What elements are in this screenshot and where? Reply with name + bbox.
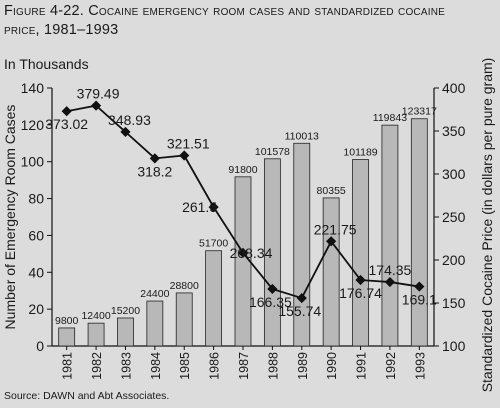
source-note: Source: DAWN and Abt Associates. [4, 390, 170, 402]
bar-value-label: 9800 [55, 315, 79, 327]
price-value-label: 176.74 [339, 285, 382, 301]
bar [58, 327, 76, 347]
bar-value-label: 80355 [317, 185, 346, 197]
bar-value-label: 15200 [111, 305, 140, 317]
x-tick-label: 1981 [61, 352, 75, 380]
price-marker [414, 281, 425, 292]
price-marker [326, 236, 337, 247]
left-axis-unit-label: In Thousands [4, 56, 89, 72]
left-tick-label: 60 [28, 227, 44, 243]
price-value-label: 261.5 [182, 199, 217, 215]
price-marker [208, 202, 219, 213]
left-tick-label: 100 [21, 154, 45, 170]
price-marker [179, 150, 190, 161]
bar-value-label: 51700 [199, 238, 228, 250]
bar [87, 322, 105, 347]
bar-value-label: 119843 [373, 112, 407, 124]
bar-value-label: 123317 [402, 106, 437, 118]
price-marker [61, 106, 72, 117]
left-tick-label: 140 [21, 80, 45, 96]
x-tick-label: 1990 [325, 352, 339, 380]
x-tick-label: 1993 [413, 352, 427, 380]
chart-title: Figure 4-22. Cocaine emergency room case… [4, 2, 494, 40]
price-value-label: 221.75 [314, 221, 357, 237]
price-marker [237, 247, 249, 258]
x-tick-label: 1982 [90, 352, 104, 380]
bar-value-label: 28800 [170, 280, 199, 292]
left-tick-label: 20 [28, 301, 44, 317]
bar [410, 118, 428, 347]
right-tick-label: 200 [442, 252, 466, 268]
bar [322, 197, 340, 347]
bar [175, 292, 193, 347]
right-tick-label: 300 [442, 166, 466, 182]
x-tick-label: 1985 [178, 352, 192, 380]
price-value-label: 208.34 [230, 245, 273, 261]
price-value-label: 348.93 [108, 112, 151, 128]
left-tick-label: 40 [28, 264, 44, 280]
price-marker [355, 274, 366, 286]
x-tick-label: 1986 [208, 352, 222, 380]
bar [205, 250, 223, 347]
right-tick-label: 100 [442, 338, 466, 354]
bar [352, 159, 369, 347]
x-tick-label: 1983 [119, 352, 133, 380]
x-tick-label: 1987 [237, 352, 251, 380]
price-value-label: 166.35 [249, 294, 292, 310]
price-marker [90, 100, 102, 111]
left-axis-title: Number of Emergency Room Cases [2, 105, 18, 330]
x-tick-label: 1989 [296, 352, 310, 380]
chart-title-line-1: Figure 4-22. Cocaine emergency room case… [4, 3, 445, 19]
price-value-label: 174.35 [369, 262, 412, 278]
bar [146, 300, 164, 347]
bar-value-label: 101578 [255, 146, 290, 158]
price-value-label: 155.74 [278, 303, 321, 319]
chart-title-line-2: price, 1981–1993 [4, 22, 119, 38]
x-tick-label: 1988 [266, 352, 280, 380]
price-value-label: 321.51 [167, 136, 210, 152]
x-tick-label: 1991 [355, 352, 369, 380]
right-axis-title: Standardized Cocaine Price (in dollars p… [479, 58, 495, 393]
left-tick-label: 80 [28, 191, 44, 207]
price-value-label: 379.49 [77, 86, 120, 102]
left-tick-label: 120 [21, 117, 45, 133]
bar-value-label: 101189 [343, 147, 377, 159]
price-marker [267, 283, 278, 295]
price-value-label: 169.1 [402, 292, 437, 308]
bar [381, 124, 399, 347]
bar [234, 176, 252, 347]
bar-value-label: 24400 [140, 288, 169, 300]
price-marker [296, 292, 307, 304]
left-tick-label: 0 [36, 338, 44, 354]
bar-value-label: 110013 [285, 130, 319, 142]
right-tick-label: 400 [442, 80, 466, 96]
price-value-label: 373.02 [45, 116, 88, 132]
right-tick-label: 250 [442, 209, 466, 225]
price-marker [149, 153, 160, 164]
right-tick-label: 350 [442, 123, 466, 139]
right-tick-label: 150 [442, 295, 466, 311]
bar-value-label: 12400 [81, 310, 110, 322]
bar-value-label: 91800 [228, 164, 257, 176]
x-tick-label: 1992 [384, 352, 398, 380]
price-value-label: 318.2 [137, 163, 172, 179]
bar [117, 317, 134, 347]
x-tick-label: 1984 [149, 352, 163, 380]
